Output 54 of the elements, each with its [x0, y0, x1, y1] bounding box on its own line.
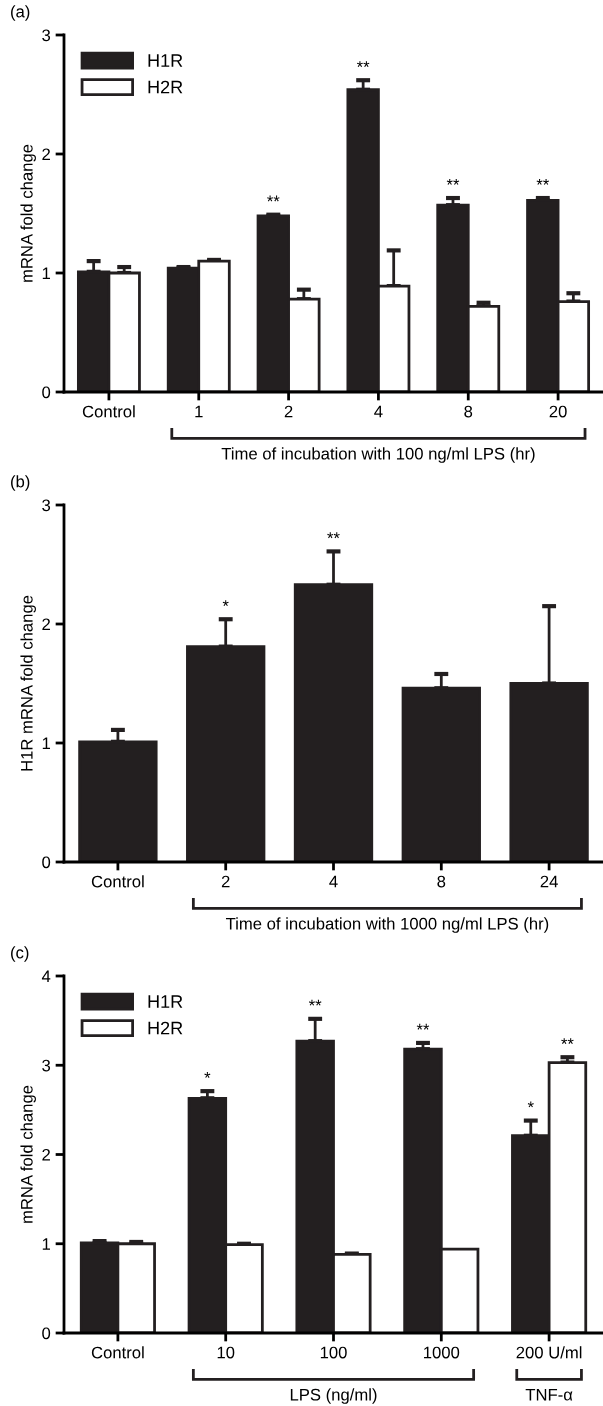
annotation: *	[527, 1101, 534, 1108]
x-tick-label: 20	[549, 405, 567, 418]
legend-label: H2R	[148, 1021, 183, 1035]
x-tick-label: 8	[437, 875, 446, 888]
x-tick-label: 4	[329, 875, 338, 888]
legend-label: H1R	[148, 995, 183, 1008]
y-tick-label: 1	[42, 1238, 50, 1250]
annotation: *	[222, 600, 229, 606]
x-tick-label: 8	[464, 405, 473, 418]
y-tick-label: 1	[42, 737, 50, 750]
x-tick-label: 4	[374, 405, 383, 418]
annotation: **	[561, 1038, 574, 1044]
annotation: **	[536, 178, 550, 185]
x-axis-title: Time of incubation with 100 ng/ml LPS (hr)	[221, 447, 535, 463]
y-tick-label: 3	[42, 1059, 51, 1072]
x-tick-label: Control	[91, 1346, 144, 1359]
y-axis-title: H1R mRNA fold change	[20, 595, 36, 771]
x-tick-label: 1000	[424, 1346, 460, 1359]
annotation: **	[416, 1023, 430, 1030]
y-tick-label: 1	[42, 267, 50, 280]
y-tick-label: 4	[41, 970, 51, 983]
x-axis-title: Time of incubation with 1000 ng/ml LPS (hr)	[225, 917, 549, 933]
y-tick-label: 2	[42, 148, 50, 161]
text: TNF-α	[525, 1388, 573, 1401]
x-tick-label: 100	[320, 1346, 347, 1359]
text: LPS (ng/ml)	[290, 1388, 377, 1404]
x-tick-label: 2	[221, 875, 230, 888]
legend-label: H1R	[148, 54, 183, 67]
annotation: *	[204, 1072, 211, 1078]
annotation: **	[267, 195, 280, 202]
x-tick-label: Control	[91, 875, 144, 888]
y-tick-label: 0	[42, 1327, 51, 1340]
annotation: **	[327, 532, 340, 539]
y-tick-label: 2	[42, 618, 50, 631]
chart-title: (c)	[11, 946, 29, 962]
annotation: **	[308, 999, 322, 1006]
legend-label: H2R	[148, 80, 183, 94]
annotation: **	[446, 178, 460, 185]
y-tick-label: 2	[42, 1148, 50, 1161]
x-tick-label: 24	[540, 875, 558, 888]
chart-title: (a)	[11, 5, 30, 21]
y-axis-title: mRNA fold change	[20, 1085, 36, 1223]
x-tick-label: 1	[195, 405, 203, 418]
x-tick-label: 10	[217, 1346, 235, 1359]
y-tick-label: 3	[42, 499, 51, 512]
annotation: **	[356, 61, 370, 67]
y-axis-title: mRNA fold change	[20, 144, 36, 282]
x-tick-label: 200 U/ml	[516, 1346, 582, 1359]
y-tick-label: 0	[42, 386, 51, 399]
y-tick-label: 3	[42, 29, 51, 42]
x-tick-label: 2	[284, 405, 293, 418]
y-tick-label: 0	[42, 856, 51, 869]
chart-title: (b)	[11, 475, 30, 491]
x-tick-label: Control	[82, 405, 135, 418]
